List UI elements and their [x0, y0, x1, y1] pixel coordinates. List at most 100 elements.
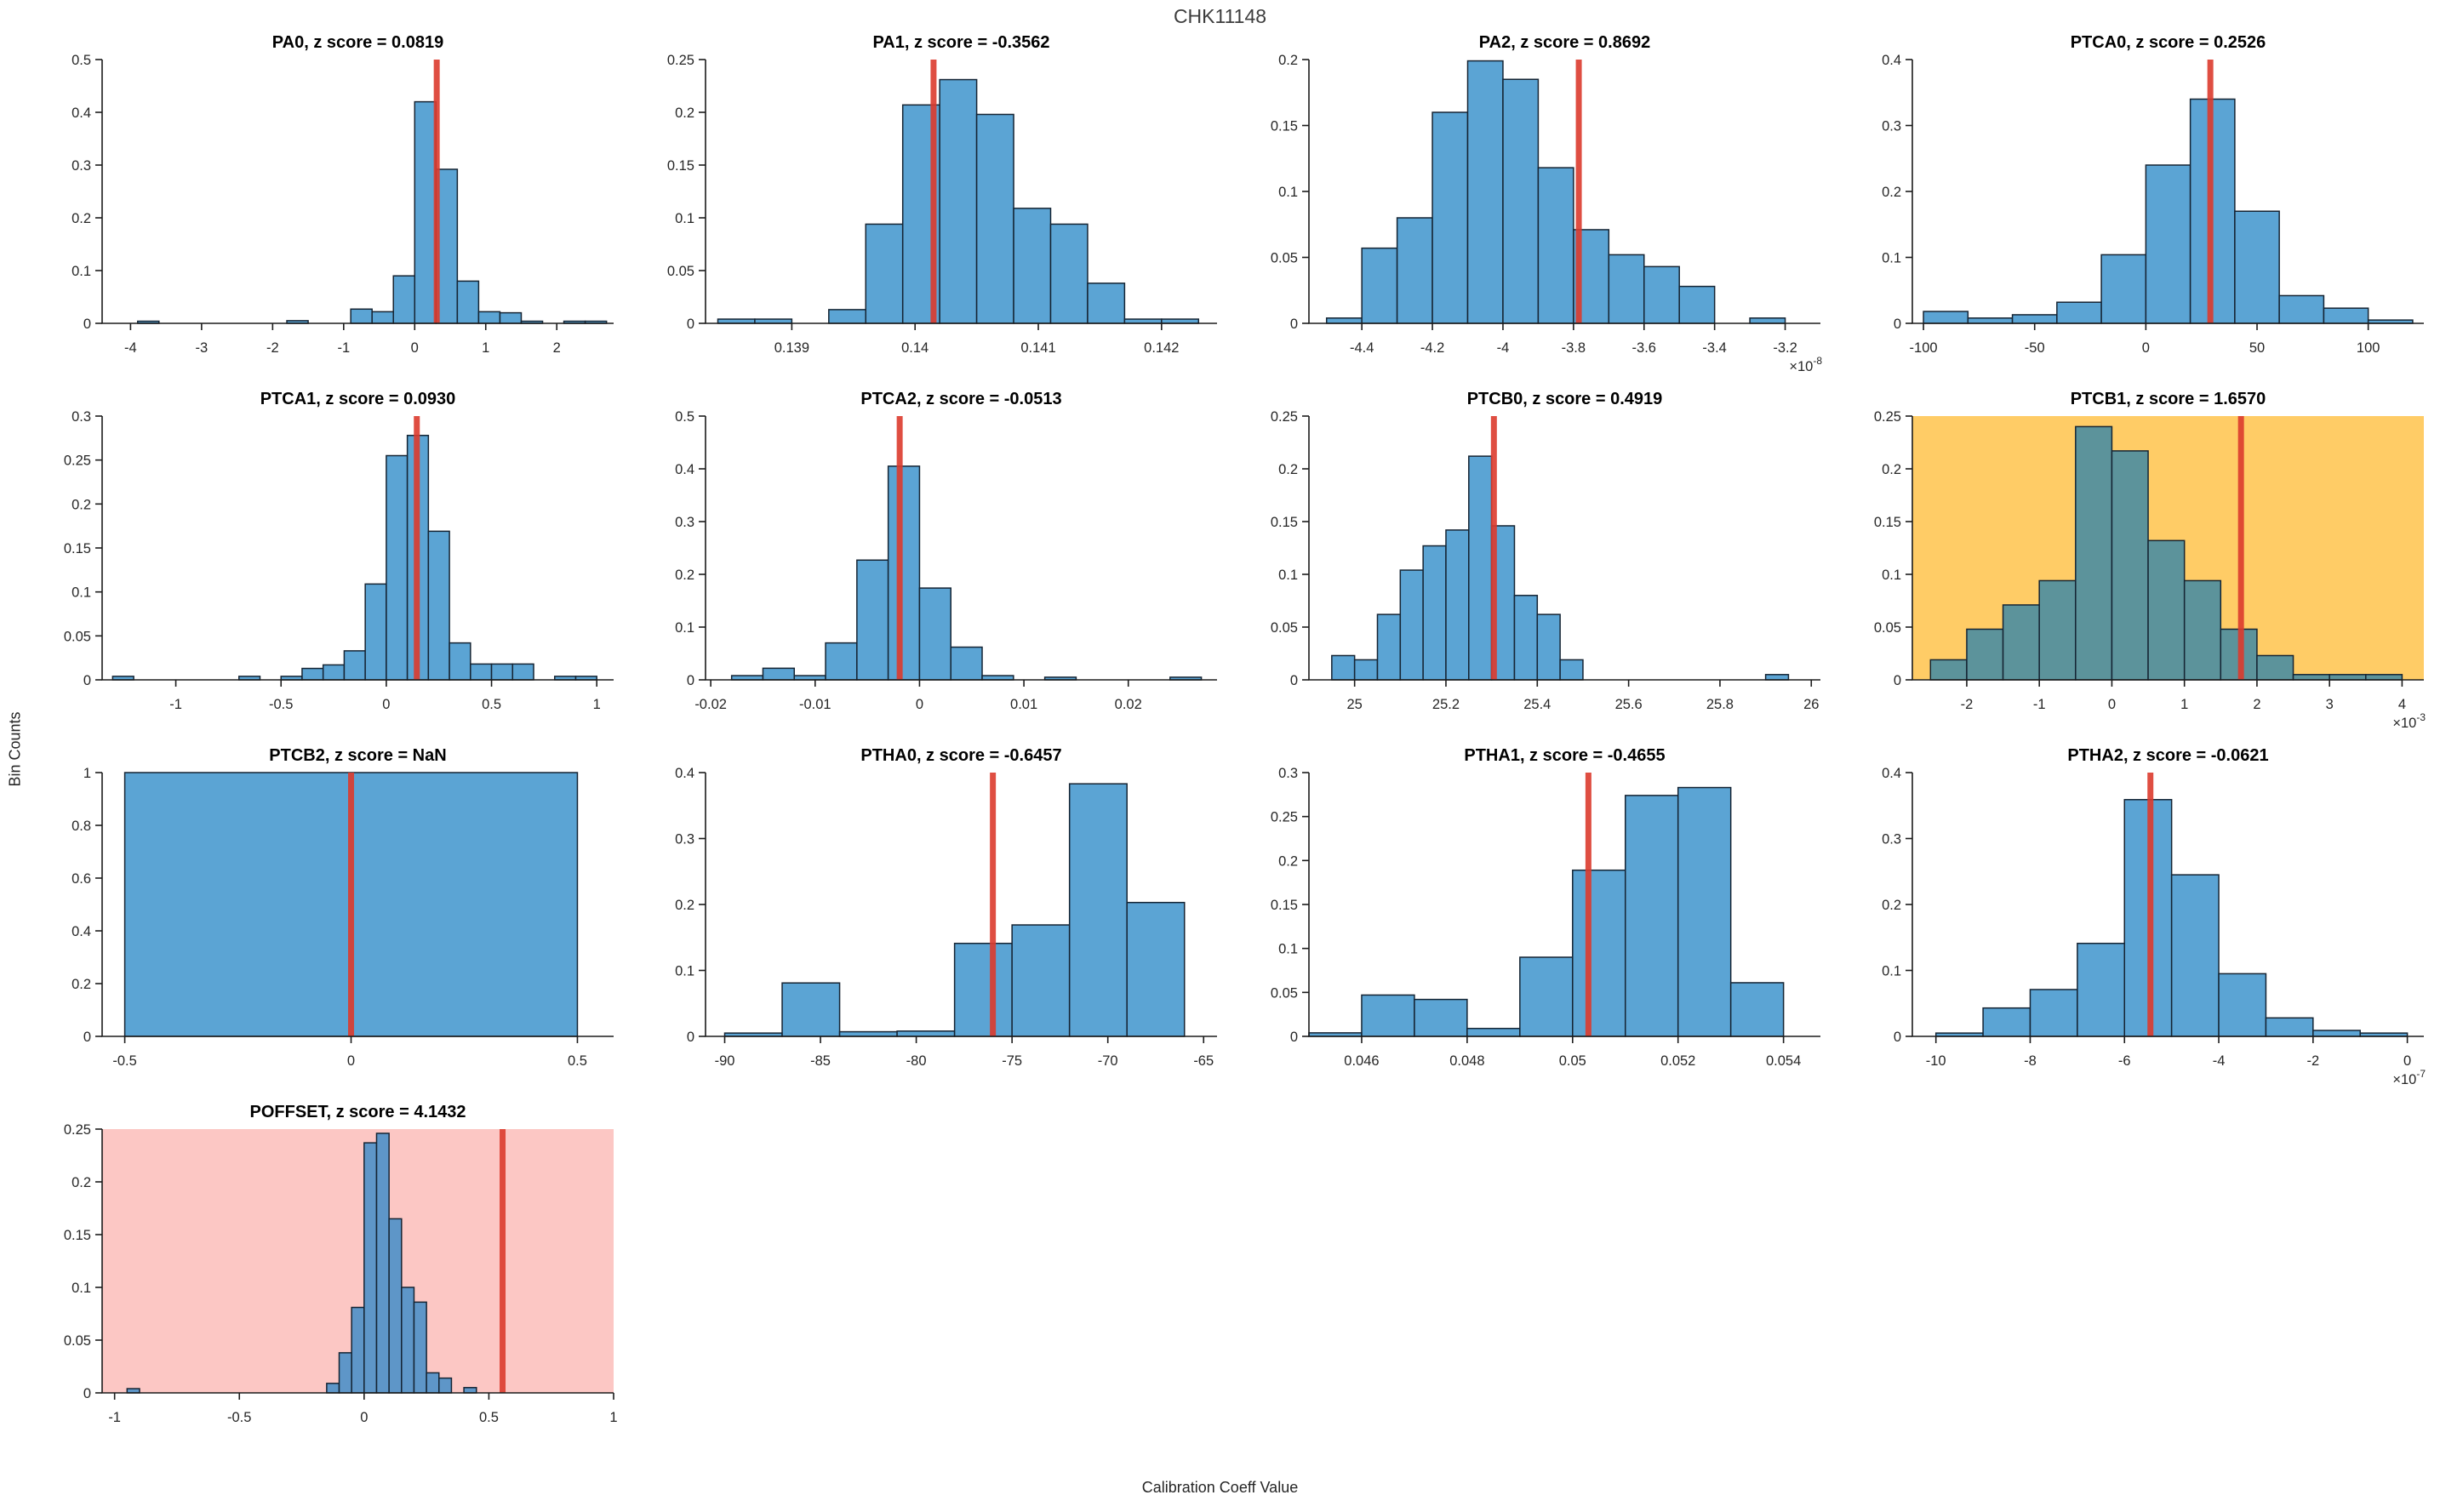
x-tick-label: 26 — [1803, 697, 1819, 712]
histogram-bar — [363, 1142, 378, 1394]
histogram-bar — [2278, 294, 2325, 324]
subplot-PTCB1: 0 0.05 0.1 0.15 0.2 0.25 -2 -1 0 1 2 3 4 ×10-3 PTCB1, … — [1834, 377, 2437, 733]
y-tick-label: 0.25 — [1271, 409, 1298, 425]
subplot-PTCA1: 0 0.05 0.1 0.15 0.2 0.25 0.3 -1 -0.5 0 0.5 1 PTCA1, … — [24, 377, 627, 733]
histogram-bar — [413, 1301, 427, 1394]
histogram-bar — [1559, 659, 1584, 681]
plot-background — [706, 416, 1217, 680]
y-tick-label: 0.1 — [1882, 251, 1901, 266]
figure-title: CHK11148 — [1173, 5, 1267, 27]
histogram-bar — [1749, 317, 1786, 324]
y-tick-label: 0.4 — [675, 766, 694, 781]
histogram-bar — [1445, 529, 1470, 681]
y-tick-label: 0.3 — [1882, 832, 1901, 847]
y-tick-label: 0.15 — [1271, 119, 1298, 134]
x-tick-label: -0.5 — [227, 1410, 251, 1425]
subplot-title: PTCA1, z score = 0.0930 — [260, 390, 456, 408]
histogram-bar — [953, 942, 1013, 1037]
x-tick-label: 0 — [2142, 340, 2150, 356]
x-tick-label: 25.2 — [1432, 697, 1460, 712]
histogram-bar — [1923, 311, 1969, 324]
y-tick-label: 0.2 — [1278, 53, 1298, 68]
subplot-title: PTHA0, z score = -0.6457 — [860, 746, 1061, 765]
histogram-bar — [2077, 942, 2126, 1037]
subplot-grid: 0 0.1 0.2 0.3 0.4 0.5 -4 -3 -2 -1 0 1 2 PA0, z score … — [24, 20, 2437, 1446]
z-score-marker-line — [348, 773, 355, 1036]
subplot-title: PA2, z score = 0.8692 — [1479, 33, 1650, 52]
x-tick-label: -1 — [169, 697, 182, 712]
y-tick-label: 0.2 — [1278, 853, 1298, 869]
subplot-title: PTCA2, z score = -0.0513 — [860, 390, 1061, 408]
y-tick-label: 0.4 — [1882, 53, 1901, 68]
y-tick-label: 0.8 — [71, 819, 91, 834]
y-tick-label: 0 — [687, 1030, 694, 1045]
histogram-bar — [2265, 1017, 2314, 1037]
histogram-PA0: 0 0.1 0.2 0.3 0.4 0.5 -4 -3 -2 -1 0 1 2 PA0, z score … — [71, 33, 614, 356]
x-tick-label: 1 — [2180, 697, 2188, 712]
x-axis-multiplier: ×10-3 — [2392, 711, 2426, 731]
histogram-bar — [2312, 1030, 2361, 1037]
histogram-bar — [1537, 167, 1574, 324]
y-tick-label: 0.2 — [71, 497, 91, 512]
x-tick-label: -3.4 — [1702, 340, 1726, 356]
y-tick-label: 0.1 — [1882, 568, 1901, 583]
histogram-bar — [1353, 659, 1379, 681]
y-tick-label: 0.2 — [675, 568, 694, 583]
z-score-marker-line — [2147, 773, 2154, 1036]
x-tick-label: -10 — [1926, 1053, 1946, 1069]
y-tick-label: 0.25 — [1874, 409, 1901, 425]
x-tick-label: -8 — [2024, 1053, 2037, 1069]
histogram-bar — [2292, 674, 2330, 681]
x-tick-label: 0 — [347, 1053, 355, 1069]
x-tick-label: 0.054 — [1766, 1053, 1801, 1069]
histogram-bar — [350, 308, 373, 324]
y-tick-label: 0.1 — [675, 211, 694, 226]
x-tick-label: 25 — [1346, 697, 1362, 712]
histogram-PTCB2: 0 0.2 0.4 0.6 0.8 1 -0.5 0 0.5 PTCB2, z score = N… — [71, 746, 614, 1069]
y-tick-label: 0.2 — [71, 977, 91, 992]
histogram-bar — [918, 587, 951, 681]
y-tick-label: 0 — [687, 317, 694, 332]
x-tick-label: 25.8 — [1706, 697, 1734, 712]
y-tick-label: 0.4 — [71, 924, 91, 939]
y-tick-label: 0 — [1894, 673, 1901, 688]
histogram-bar — [1331, 654, 1356, 681]
x-tick-label: 0 — [916, 697, 923, 712]
x-tick-label: 0 — [2403, 1053, 2411, 1069]
histogram-bar — [2183, 579, 2222, 681]
y-tick-label: 0 — [1290, 673, 1298, 688]
x-tick-label: 0.5 — [479, 1410, 499, 1425]
histogram-PTCA0: 0 0.1 0.2 0.3 0.4 -100 -50 0 50 100 PTCA0, z score… — [1882, 33, 2424, 356]
y-tick-label: 0.1 — [1278, 185, 1298, 200]
z-score-marker-line — [1585, 773, 1591, 1036]
y-tick-label: 0 — [83, 317, 91, 332]
y-tick-label: 0.1 — [1278, 942, 1298, 957]
histogram-bar — [511, 663, 534, 681]
x-tick-label: -3.6 — [1632, 340, 1656, 356]
histogram-bar — [392, 275, 416, 324]
y-tick-label: 0 — [1290, 317, 1298, 332]
x-tick-label: -6 — [2118, 1053, 2131, 1069]
histogram-bar — [1361, 994, 1415, 1037]
x-tick-label: 0 — [2108, 697, 2116, 712]
histogram-bar — [438, 1377, 453, 1394]
y-tick-label: 0.15 — [1874, 515, 1901, 530]
histogram-bar — [828, 309, 867, 324]
histogram-bar — [2011, 314, 2058, 324]
histogram-POFFSET: 0 0.05 0.1 0.15 0.2 0.25 -1 -0.5 0 0.5 1 POFFSET, z… — [64, 1103, 618, 1425]
histogram-bar — [401, 1287, 415, 1394]
y-tick-label: 0.1 — [675, 620, 694, 636]
histogram-PA2: 0 0.05 0.1 0.15 0.2 -4.4 -4.2 -4 -3.8 -3.6 -3.4 -3.… — [1271, 33, 1822, 374]
histogram-bar — [1982, 1007, 2031, 1037]
histogram-bar — [2234, 210, 2280, 324]
histogram-bar — [2056, 301, 2102, 324]
histogram-bar — [414, 100, 437, 324]
histogram-bar — [388, 1218, 403, 1394]
histogram-bar — [1087, 282, 1126, 324]
histogram-bar — [338, 1352, 352, 1394]
histogram-bar — [856, 559, 889, 681]
y-tick-label: 0.4 — [1882, 766, 1901, 781]
x-tick-label: -1 — [108, 1410, 121, 1425]
y-tick-label: 0.2 — [1882, 898, 1901, 913]
histogram-bar — [375, 1133, 390, 1394]
